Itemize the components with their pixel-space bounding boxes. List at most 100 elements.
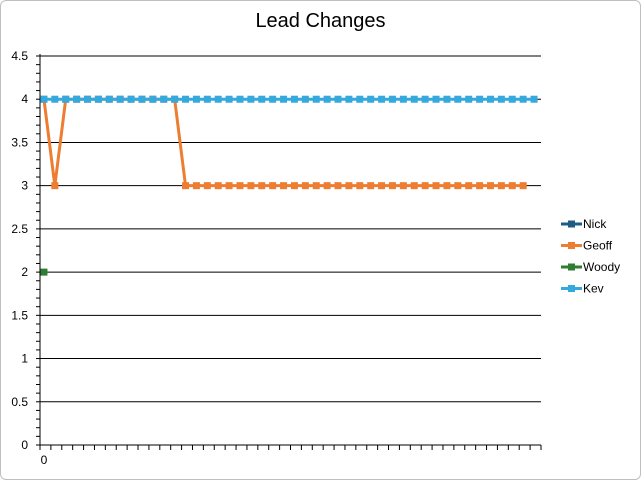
data-point-geoff [182,182,190,190]
data-point-kev [486,95,494,103]
y-tick-label: 3.5 [11,135,28,149]
data-point-geoff [203,182,211,190]
legend-swatch-marker [568,285,575,292]
legend-swatch-marker [568,263,575,271]
data-point-geoff [486,182,494,190]
data-point-geoff [367,182,375,190]
data-point-kev [105,95,113,103]
chart-title: Lead Changes [255,10,386,32]
data-point-geoff [519,182,527,190]
data-point-geoff [214,182,222,190]
data-point-kev [432,95,440,103]
y-tick-label: 3 [21,179,28,193]
series-lines [40,95,538,276]
data-point-kev [73,95,81,103]
data-point-kev [508,95,516,103]
data-point-kev [182,95,190,103]
data-point-kev [236,95,244,103]
data-point-geoff [280,182,288,190]
data-point-kev [138,95,146,103]
data-point-kev [51,95,59,103]
data-point-kev [323,95,331,103]
data-point-kev [149,95,157,103]
data-point-geoff [476,182,484,190]
data-point-geoff [443,182,451,190]
data-point-kev [269,95,277,103]
legend-label: Geoff [583,239,613,253]
data-point-geoff [421,182,429,190]
y-tick-label: 1.5 [11,308,28,322]
data-point-geoff [225,182,233,190]
data-point-kev [388,95,396,103]
axes: 0 0.5 1 1.5 2 2.5 3 3.5 4 4.5 0 [11,49,542,467]
data-point-kev [171,95,179,103]
data-point-kev [62,95,70,103]
data-point-geoff [269,182,277,190]
data-point-kev [367,95,375,103]
data-point-geoff [192,182,200,190]
data-point-kev [258,95,266,103]
data-point-kev [40,95,48,103]
data-point-geoff [345,182,353,190]
data-point-kev [160,95,168,103]
data-point-geoff [388,182,396,190]
data-point-geoff [454,182,462,190]
legend: Nick Geoff Woody Kev [561,217,620,296]
data-point-geoff [247,182,255,190]
data-point-kev [454,95,462,103]
data-point-kev [312,95,320,103]
data-point-geoff [334,182,342,190]
data-point-geoff [378,182,386,190]
data-point-kev [247,95,255,103]
data-point-woody [40,268,48,276]
data-point-kev [421,95,429,103]
y-tick-label: 4.5 [11,49,28,63]
data-point-kev [378,95,386,103]
data-point-geoff [290,182,298,190]
data-point-geoff [465,182,473,190]
data-point-kev [519,95,527,103]
data-point-geoff [312,182,320,190]
data-point-kev [410,95,418,103]
data-point-kev [497,95,505,103]
data-point-kev [465,95,473,103]
legend-label: Nick [583,217,607,231]
data-point-kev [476,95,484,103]
data-point-kev [84,95,92,103]
data-point-kev [280,95,288,103]
data-point-geoff [51,182,59,190]
data-point-geoff [432,182,440,190]
data-point-geoff [508,182,516,190]
data-point-geoff [301,182,309,190]
data-point-kev [94,95,102,103]
y-tick-label: 0.5 [11,395,28,409]
data-point-kev [290,95,298,103]
data-point-kev [301,95,309,103]
y-tick-label: 2 [21,265,28,279]
data-point-geoff [399,182,407,190]
data-point-kev [116,95,124,103]
data-point-kev [192,95,200,103]
data-point-kev [225,95,233,103]
data-point-kev [443,95,451,103]
y-tick-label: 4 [21,92,28,106]
data-point-geoff [356,182,364,190]
data-point-kev [356,95,364,103]
x-tick-label: 0 [41,453,48,467]
data-point-geoff [236,182,244,190]
data-point-kev [399,95,407,103]
data-point-kev [345,95,353,103]
data-point-geoff [258,182,266,190]
data-point-geoff [410,182,418,190]
legend-label: Kev [583,282,604,296]
y-tick-label: 0 [21,438,28,452]
legend-swatch-marker [568,242,575,249]
legend-swatch-marker [568,220,575,228]
y-tick-label: 2.5 [11,222,28,236]
data-point-geoff [323,182,331,190]
data-point-kev [127,95,135,103]
data-point-kev [334,95,342,103]
data-point-kev [214,95,222,103]
